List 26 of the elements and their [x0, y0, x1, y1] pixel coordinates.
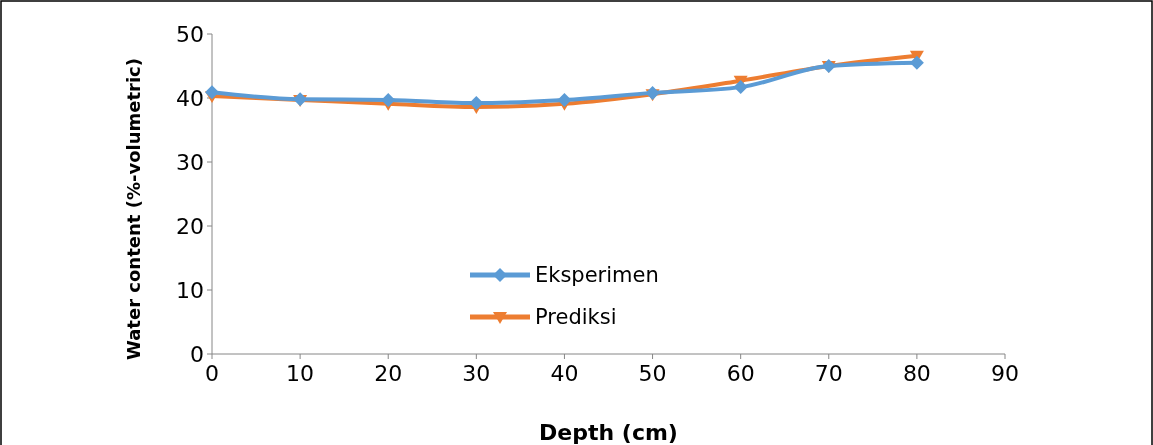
point: [557, 92, 572, 107]
x-tick-label: 30: [462, 361, 491, 386]
x-axis-title: Depth (cm): [539, 420, 678, 445]
x-tick-label: 60: [726, 361, 755, 386]
legend-label: Prediksi: [535, 305, 617, 330]
x-tick-label: 10: [286, 361, 315, 386]
x-tick-label: 20: [374, 361, 403, 386]
point: [909, 55, 924, 70]
point: [205, 85, 219, 100]
y-tick-label: 0: [190, 341, 204, 367]
point: [469, 96, 484, 111]
y-tick-label: 10: [176, 277, 204, 303]
x-tick-label: 40: [550, 361, 579, 386]
x-tick-label: 50: [638, 361, 667, 386]
y-tick-label: 50: [176, 21, 204, 47]
x-tick-label: 80: [902, 361, 931, 386]
point: [645, 85, 660, 100]
y-tick-label: 20: [176, 213, 204, 239]
y-tick-label: 40: [176, 85, 204, 111]
point: [381, 92, 396, 107]
x-tick-label: 90: [991, 361, 1019, 386]
legend-label: Eksperimen: [535, 263, 659, 288]
point: [733, 80, 748, 95]
x-tick-label: 70: [814, 361, 843, 386]
y-tick-label: 30: [176, 149, 204, 175]
y-axis-title: Water content (%-volumetric): [123, 58, 144, 360]
